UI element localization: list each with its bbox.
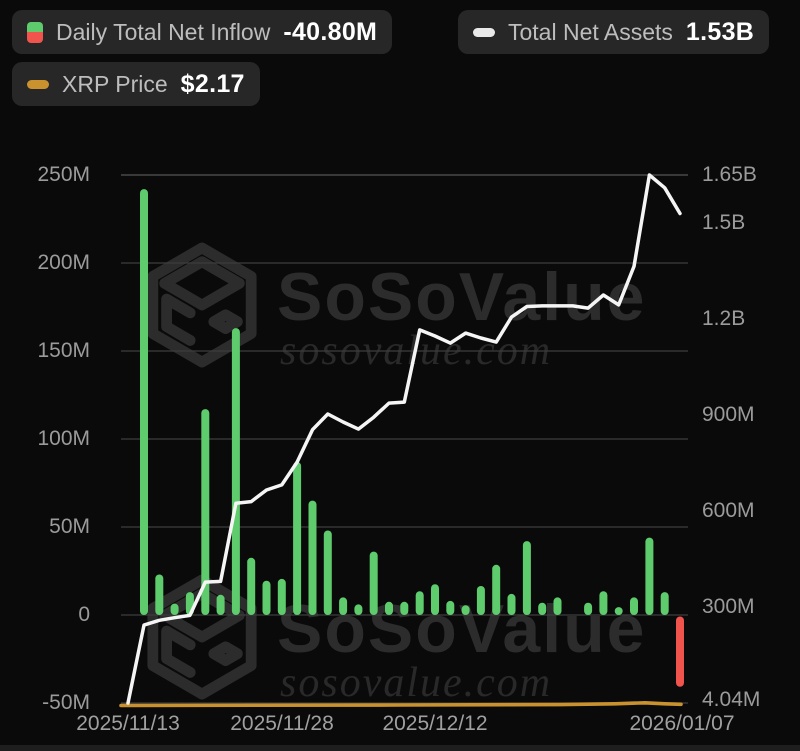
y-axis-tick-right: 1.65B bbox=[702, 163, 757, 186]
bottom-edge-strip bbox=[0, 745, 800, 751]
assets-line-icon bbox=[473, 27, 495, 37]
legend-value-inflow: -40.80M bbox=[283, 17, 378, 46]
y-axis-tick-left: 0 bbox=[78, 603, 90, 626]
watermark-domain-text: sosovalue.com bbox=[280, 660, 552, 706]
legend-label-assets: Total Net Assets bbox=[508, 18, 673, 45]
y-axis-tick-left: 150M bbox=[37, 339, 90, 362]
daily-inflow-bars bbox=[140, 189, 684, 687]
y-axis-tick-left: 200M bbox=[37, 251, 90, 274]
y-axis-tick-right: 4.04M bbox=[702, 688, 761, 711]
watermark-brand-text: SoSoValue bbox=[277, 591, 646, 667]
watermark-top: SoSoValue sosovalue.com bbox=[153, 248, 646, 374]
legend-label-inflow: Daily Total Net Inflow bbox=[56, 18, 271, 45]
x-axis-tick: 2025/11/28 bbox=[230, 712, 334, 735]
price-line-icon bbox=[27, 79, 49, 89]
x-axis-tick: 2026/01/07 bbox=[629, 712, 735, 735]
y-axis-tick-left: 50M bbox=[49, 515, 90, 538]
legend-value-price: $2.17 bbox=[180, 69, 245, 98]
y-axis-tick-left: -50M bbox=[42, 691, 90, 714]
inflow-green-red-icon bbox=[27, 21, 43, 43]
xrp-price-line bbox=[119, 700, 683, 708]
legend-chip-daily-net-inflow[interactable]: Daily Total Net Inflow -40.80M bbox=[12, 10, 393, 54]
y-axis-tick-right: 600M bbox=[702, 499, 755, 522]
legend-label-price: XRP Price bbox=[62, 70, 168, 97]
y-axis-tick-left: 250M bbox=[37, 163, 90, 186]
watermark-bottom: SoSoValue sosovalue.com bbox=[153, 580, 646, 706]
y-axis-tick-right: 900M bbox=[702, 403, 755, 426]
y-axis-tick-right: 300M bbox=[702, 595, 755, 618]
y-axis-tick-right: 1.5B bbox=[702, 211, 746, 234]
legend-value-assets: 1.53B bbox=[685, 17, 755, 46]
watermark-brand-text: SoSoValue bbox=[277, 259, 646, 335]
y-axis-tick-right: 1.2B bbox=[702, 307, 746, 330]
y-axis-tick-left: 100M bbox=[37, 427, 90, 450]
x-axis-tick: 2025/12/12 bbox=[382, 712, 488, 735]
total-net-assets-line bbox=[126, 173, 682, 705]
gridlines bbox=[121, 174, 688, 704]
legend-chip-xrp-price[interactable]: XRP Price $2.17 bbox=[12, 62, 260, 106]
legend-chip-total-net-assets[interactable]: Total Net Assets 1.53B bbox=[458, 10, 770, 54]
x-axis-tick: 2025/11/13 bbox=[76, 712, 180, 735]
